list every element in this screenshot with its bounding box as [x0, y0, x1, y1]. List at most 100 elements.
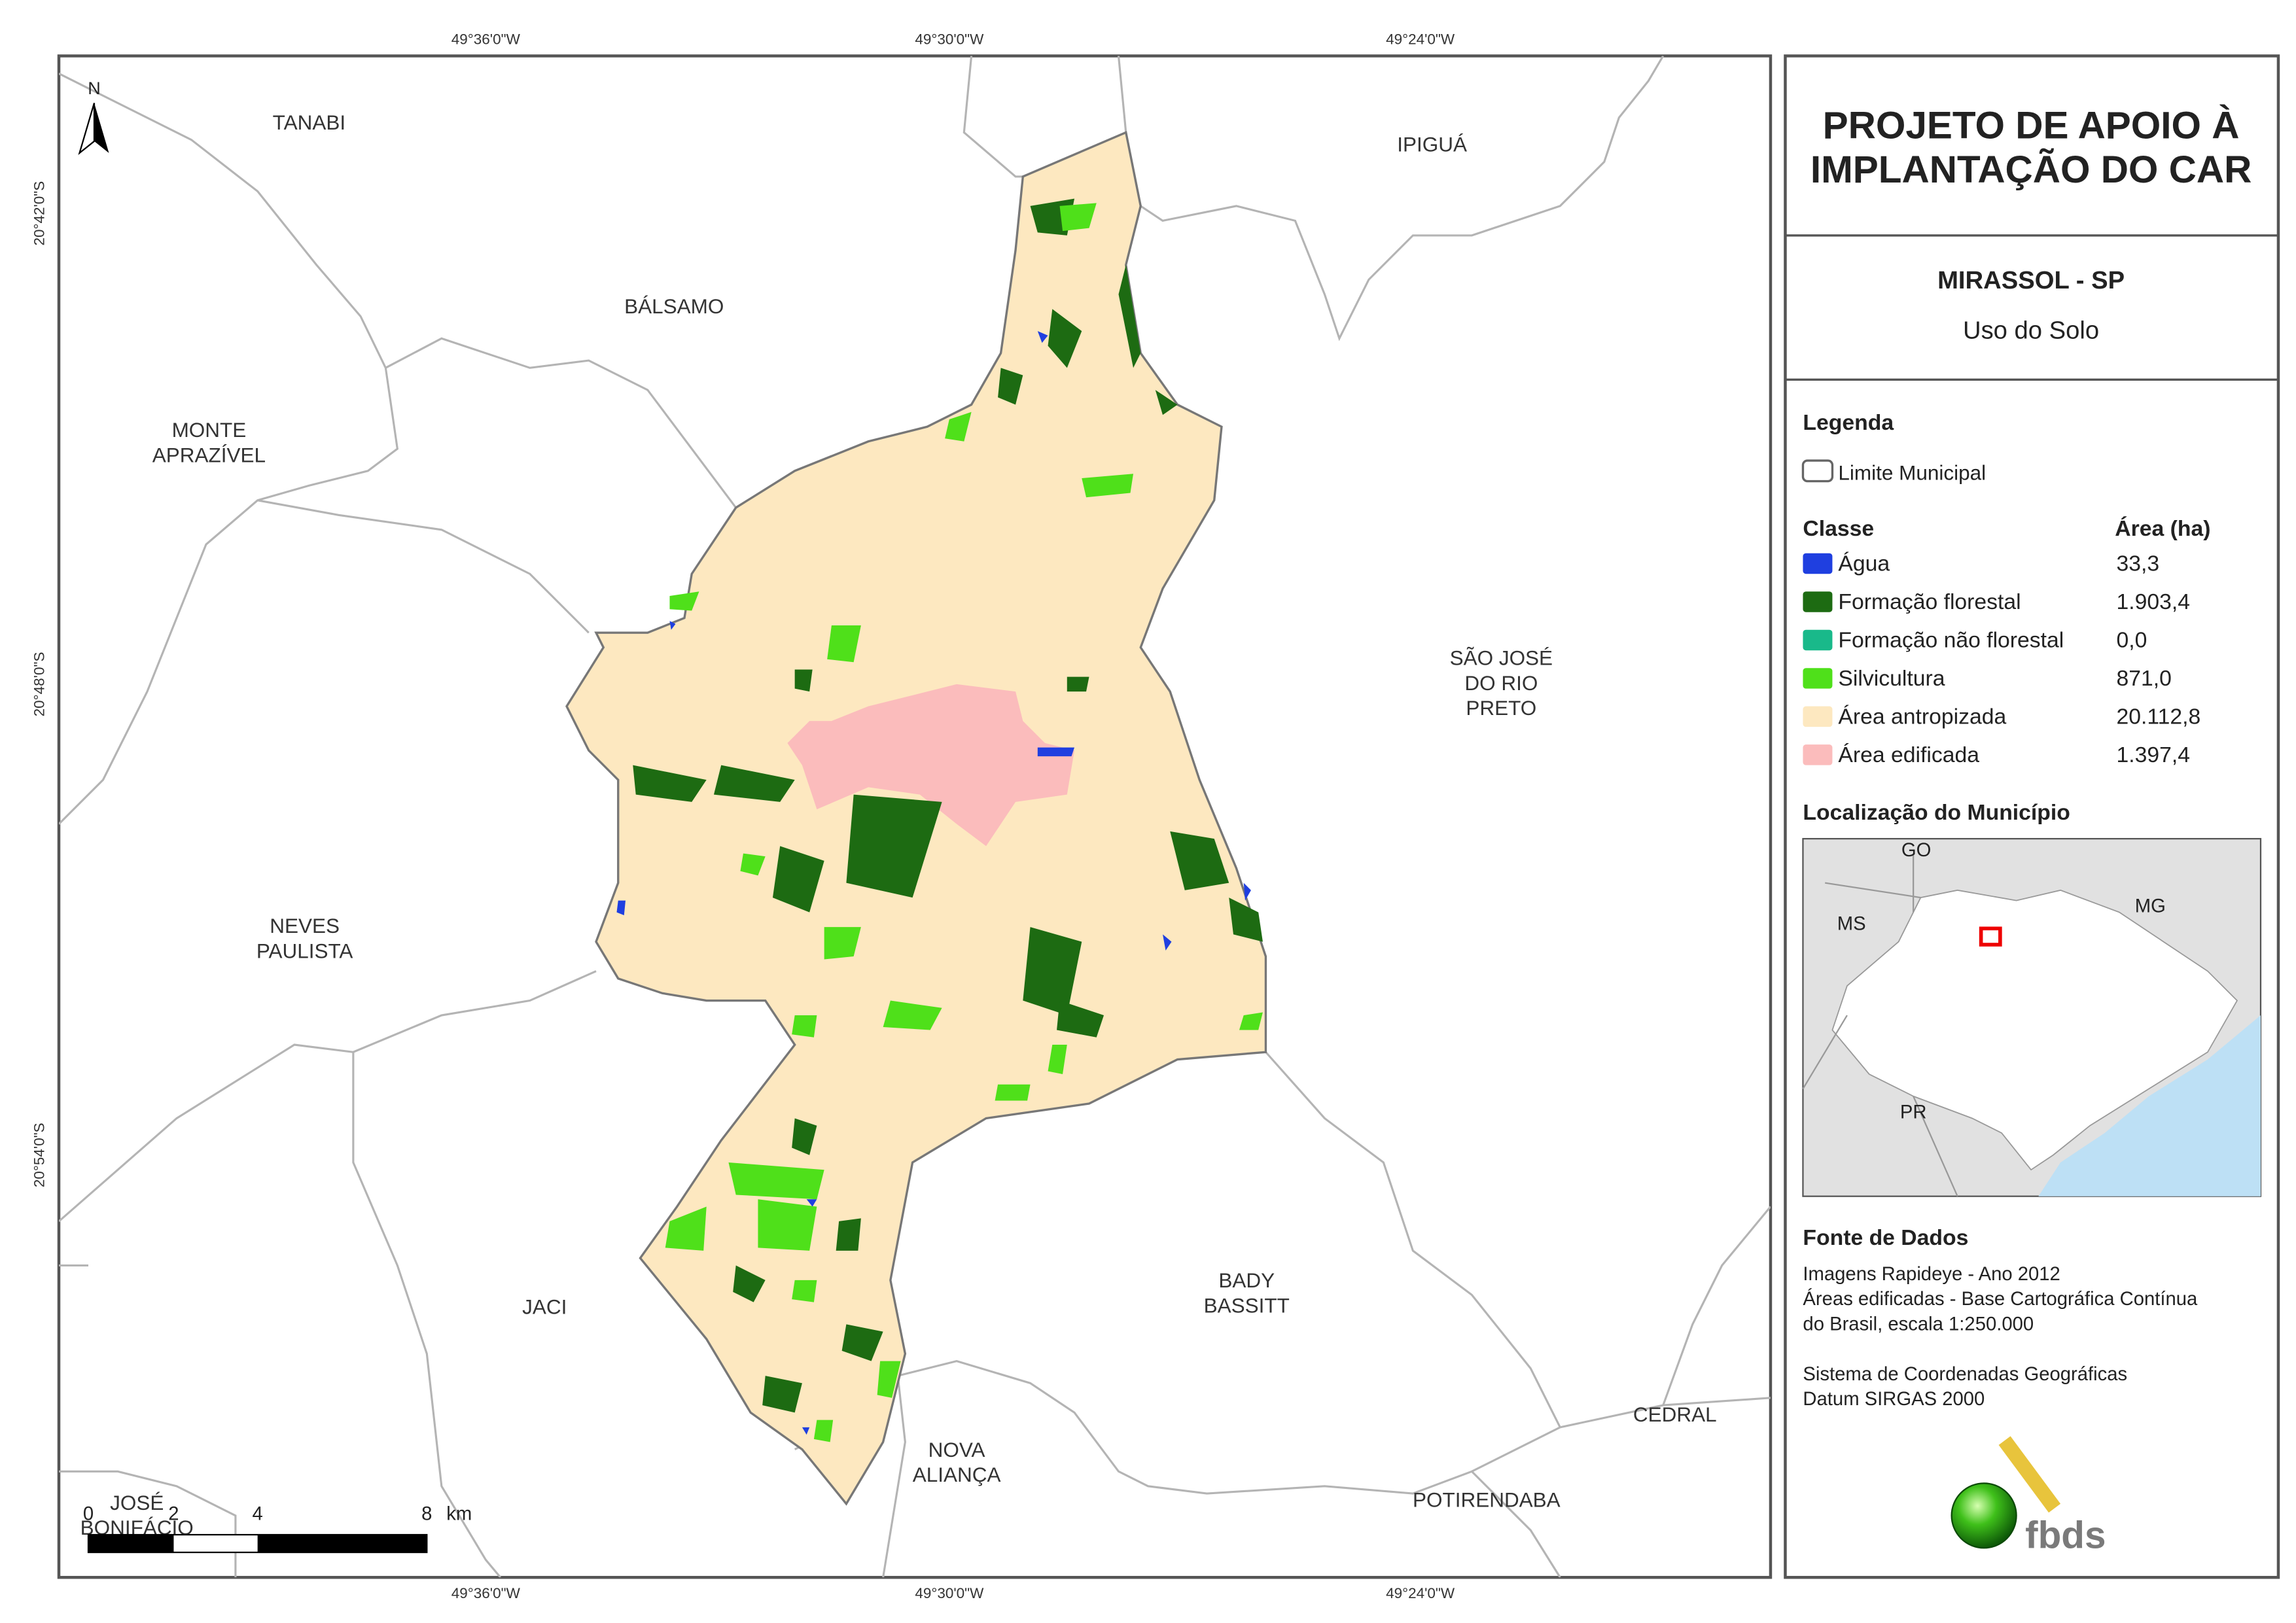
land-use-patch: [733, 1265, 766, 1302]
land-use-patch: [827, 625, 861, 663]
land-use-patch: [665, 1206, 707, 1251]
coord-y: 20°54'0"S: [31, 1123, 48, 1187]
legend-boundary: Limite Municipal: [1838, 461, 1986, 484]
inset-label: MG: [2135, 896, 2166, 917]
land-use-patch: [792, 1280, 817, 1302]
land-use-patch: [1059, 203, 1097, 232]
source-line: Imagens Rapideye - Ano 2012: [1803, 1264, 2060, 1285]
coord-y: 20°48'0"S: [31, 652, 48, 717]
coord-y: 20°42'0"S: [31, 181, 48, 246]
land-use-patch: [762, 1376, 802, 1413]
land-use-patch: [824, 927, 861, 960]
urban-area: [787, 684, 1075, 846]
north-label: N: [88, 79, 101, 98]
north-arrow: N: [78, 79, 109, 156]
land-use-patch: [846, 794, 942, 898]
coord-x: 49°30'0"W: [915, 31, 984, 47]
land-use-patch: [794, 669, 813, 692]
land-use-patch: [669, 591, 699, 611]
land-use-patch: [728, 1162, 824, 1200]
land-use-patch: [945, 411, 972, 442]
place-label: JACI: [522, 1295, 567, 1319]
place-label: JOSÉ: [110, 1491, 164, 1514]
logo-text: fbds: [2025, 1514, 2106, 1556]
place-label: ALIANÇA: [913, 1463, 1001, 1486]
inset-label: GO: [1901, 840, 1931, 861]
subtitle: Uso do Solo: [1963, 316, 2099, 344]
place-label: TANABI: [273, 111, 345, 134]
inset-label: PR: [1900, 1102, 1927, 1123]
land-use-patch: [1162, 934, 1172, 951]
land-use-patch: [1170, 831, 1229, 890]
place-label: PRETO: [1466, 696, 1536, 720]
land-use-patch: [792, 1118, 817, 1155]
scale-label: 8: [421, 1504, 432, 1525]
location-title: Localização do Município: [1803, 800, 2070, 825]
source-line: do Brasil, escala 1:250.000: [1803, 1314, 2034, 1335]
legend-title: Legenda: [1803, 410, 1894, 435]
graticule-labels: 49°36'0"W 49°30'0"W 49°24'0"W 49°36'0"W …: [31, 31, 1455, 1601]
legend-class-area: 871,0: [2117, 666, 2172, 691]
coord-x: 49°30'0"W: [915, 1585, 984, 1601]
land-use-patch: [841, 1324, 883, 1361]
land-use-patch: [1243, 882, 1251, 901]
place-label: CEDRAL: [1633, 1403, 1717, 1426]
legend-class-area: 1.903,4: [2117, 589, 2191, 614]
place-label: POTIRENDABA: [1413, 1488, 1561, 1511]
land-use-patch: [806, 1199, 817, 1207]
coord-x: 49°24'0"W: [1386, 31, 1455, 47]
land-use-patch: [1239, 1012, 1263, 1030]
logo: fbds: [1951, 1436, 2106, 1556]
place-label: NOVA: [928, 1438, 985, 1461]
land-use-patch: [633, 765, 707, 802]
scale-label: km: [446, 1504, 472, 1525]
land-use-patch: [998, 368, 1023, 405]
land-use-patch: [995, 1084, 1031, 1101]
land-use-patch: [877, 1361, 901, 1398]
legend-class-area: 20.112,8: [2117, 705, 2201, 729]
land-use-patch: [1057, 1000, 1104, 1038]
land-use-patch: [1229, 898, 1263, 942]
legend-class-name: Formação não florestal: [1838, 628, 2064, 653]
legend-class-name: Área antropizada: [1838, 705, 2006, 729]
land-use-patch: [1037, 747, 1075, 757]
scale-label: 2: [168, 1504, 179, 1525]
land-use-patch: [740, 853, 766, 876]
scale-label: 0: [83, 1504, 94, 1525]
title: PROJETO DE APOIO À: [1823, 103, 2240, 147]
place-label: BADY: [1218, 1268, 1275, 1292]
land-use-patch: [836, 1218, 861, 1251]
side-panel: [1784, 54, 2280, 1579]
land-use-patch: [772, 846, 824, 913]
legend-swatch: [1803, 553, 1833, 574]
coord-x: 49°24'0"W: [1386, 1585, 1455, 1601]
source-line: Sistema de Coordenadas Geográficas: [1803, 1364, 2127, 1385]
scale-label: 4: [253, 1504, 263, 1525]
legend-swatch: [1803, 706, 1833, 727]
place-label: BÁLSAMO: [624, 294, 724, 318]
coord-x: 49°36'0"W: [451, 31, 521, 47]
land-use-patch: [1037, 331, 1048, 343]
land-use-patch: [1048, 309, 1082, 368]
legend-swatch: [1803, 629, 1833, 651]
land-use-patch: [802, 1427, 810, 1435]
legend-rows: Água 33,3 Formação florestal 1.903,4 Formaçã…: [1803, 551, 2200, 767]
area-header: Área (ha): [2115, 516, 2210, 541]
coord-x: 49°36'0"W: [451, 1585, 521, 1601]
land-use-patch: [1023, 927, 1082, 1016]
legend-swatch: [1803, 591, 1833, 612]
land-use-patch: [1155, 390, 1178, 415]
scale-bar: 0 2 4 8 km: [83, 1504, 472, 1554]
municipality: MIRASSOL - SP: [1937, 266, 2125, 294]
place-label: PAULISTA: [256, 939, 353, 962]
source-line: Áreas edificadas - Base Cartográfica Con…: [1803, 1288, 2198, 1310]
title: IMPLANTAÇÃO DO CAR: [1810, 148, 2252, 191]
land-use-patch: [813, 1420, 834, 1442]
legend-class-area: 1.397,4: [2117, 742, 2191, 767]
land-use-patch: [883, 1000, 942, 1030]
legend-swatch: [1803, 668, 1833, 689]
place-label: SÃO JOSÉ: [1450, 646, 1553, 670]
place-label: IPIGUÁ: [1397, 133, 1467, 156]
